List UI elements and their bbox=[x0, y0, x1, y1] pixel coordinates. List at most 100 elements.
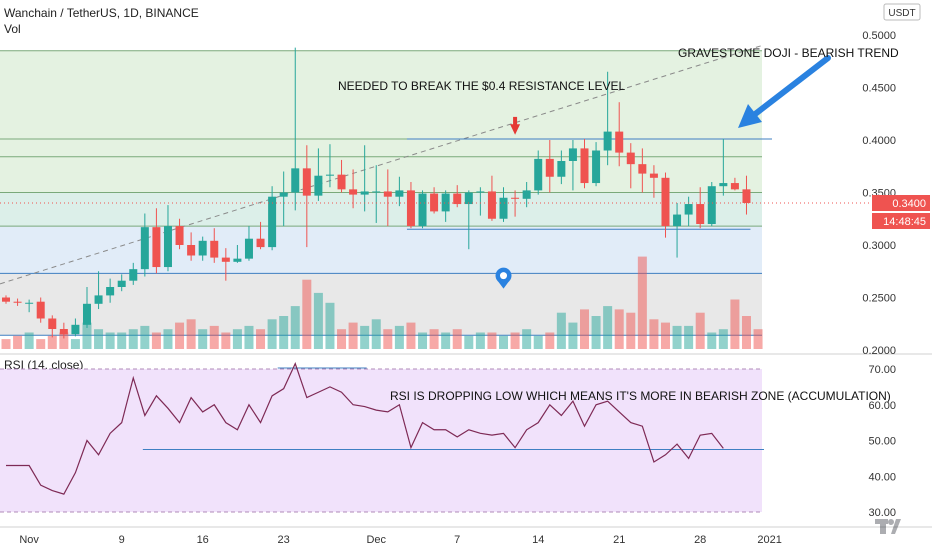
volume-bar bbox=[82, 322, 92, 349]
volume-bar bbox=[580, 309, 589, 349]
time-tick-label: 23 bbox=[278, 534, 290, 546]
volume-bar bbox=[707, 332, 717, 349]
candle-body bbox=[580, 148, 589, 184]
price-zone-band bbox=[0, 273, 762, 336]
candle bbox=[545, 140, 554, 193]
candle bbox=[59, 322, 68, 339]
candle bbox=[36, 297, 45, 323]
volume-bar bbox=[522, 329, 532, 349]
resistance-annotation: NEEDED TO BREAK THE $0.4 RESISTANCE LEVE… bbox=[338, 79, 626, 93]
candle-body bbox=[244, 238, 253, 259]
candle bbox=[661, 172, 670, 238]
candle-body bbox=[557, 161, 566, 177]
candle bbox=[291, 47, 300, 211]
candle-body bbox=[187, 245, 196, 256]
candle-body bbox=[268, 196, 277, 248]
candle-body bbox=[395, 190, 404, 197]
volume-bar bbox=[186, 319, 196, 349]
candle-body bbox=[163, 226, 172, 268]
volume-bar bbox=[487, 332, 497, 349]
volume-bar bbox=[163, 329, 173, 349]
volume-bar bbox=[753, 329, 763, 349]
candle bbox=[314, 148, 323, 201]
candle-body bbox=[673, 214, 682, 227]
candle bbox=[268, 186, 277, 251]
volume-bar bbox=[337, 329, 347, 349]
candle bbox=[349, 169, 358, 209]
candle bbox=[71, 318, 80, 337]
volume-bar bbox=[244, 325, 254, 349]
candle bbox=[13, 298, 22, 306]
candle-body bbox=[233, 258, 242, 262]
time-tick-label: 16 bbox=[197, 534, 209, 546]
candle-body bbox=[140, 227, 149, 270]
candle-body bbox=[106, 287, 115, 296]
volume-bar bbox=[660, 322, 670, 349]
volume-bar bbox=[59, 332, 69, 349]
price-zone-band bbox=[0, 156, 762, 193]
candle-body bbox=[661, 177, 670, 227]
last-price-badge bbox=[872, 195, 930, 211]
candle-body bbox=[94, 295, 103, 304]
candle bbox=[742, 175, 751, 215]
volume-bar bbox=[545, 332, 555, 349]
candle bbox=[499, 187, 508, 222]
candle-body bbox=[291, 168, 300, 193]
candle-body bbox=[25, 302, 34, 304]
volume-bar bbox=[232, 329, 242, 349]
time-tick-label: 28 bbox=[694, 534, 706, 546]
candle-body bbox=[48, 318, 57, 329]
candle-body bbox=[325, 174, 334, 176]
volume-bar bbox=[741, 316, 751, 349]
volume-bar bbox=[302, 279, 312, 349]
candle bbox=[360, 145, 369, 212]
candle bbox=[673, 203, 682, 258]
tradingview-logo-icon bbox=[875, 519, 901, 534]
rsi-annotation: RSI IS DROPPING LOW WHICH MEANS IT'S MOR… bbox=[390, 389, 891, 403]
candle bbox=[129, 262, 138, 285]
volume-bar bbox=[637, 256, 647, 349]
down-arrow-marker-icon bbox=[510, 124, 521, 135]
volume-bar bbox=[672, 325, 682, 349]
volume-bar bbox=[105, 332, 115, 349]
candle-body bbox=[638, 164, 647, 174]
candle-body bbox=[71, 324, 80, 335]
candle-body bbox=[476, 191, 485, 193]
rsi-background bbox=[0, 369, 762, 512]
volume-bar bbox=[406, 322, 416, 349]
candle-body bbox=[511, 197, 520, 199]
candle bbox=[337, 159, 346, 193]
volume-bar bbox=[360, 325, 370, 349]
volume-label: Vol bbox=[4, 22, 21, 36]
candle-body bbox=[337, 174, 346, 190]
price-tick-label: 0.2000 bbox=[862, 345, 896, 357]
candle bbox=[175, 218, 184, 250]
candle-body bbox=[707, 186, 716, 224]
candle-body bbox=[534, 158, 543, 191]
candle bbox=[638, 148, 647, 193]
candle bbox=[117, 274, 126, 292]
volume-bar bbox=[24, 332, 34, 349]
candle-body bbox=[545, 158, 554, 177]
rsi-tick-label: 50.00 bbox=[868, 436, 896, 448]
candle-body bbox=[615, 131, 624, 153]
doji-annotation: GRAVESTONE DOJI - BEARISH TREND bbox=[678, 46, 899, 60]
candle bbox=[221, 248, 230, 281]
candle-body bbox=[152, 227, 161, 268]
candle bbox=[730, 177, 739, 191]
candle bbox=[210, 228, 219, 263]
volume-bar bbox=[603, 306, 613, 349]
candle bbox=[626, 143, 635, 189]
candle-body bbox=[592, 150, 601, 184]
candle bbox=[696, 187, 705, 229]
price-zone-band bbox=[0, 192, 762, 227]
candle-body bbox=[568, 148, 577, 161]
candle-body bbox=[383, 191, 392, 197]
volume-bar bbox=[94, 329, 104, 349]
candle-body bbox=[59, 329, 68, 335]
volume-bar bbox=[221, 332, 231, 349]
price-tick-label: 0.4000 bbox=[862, 135, 896, 147]
candle bbox=[719, 138, 728, 196]
candle-body bbox=[684, 204, 693, 215]
